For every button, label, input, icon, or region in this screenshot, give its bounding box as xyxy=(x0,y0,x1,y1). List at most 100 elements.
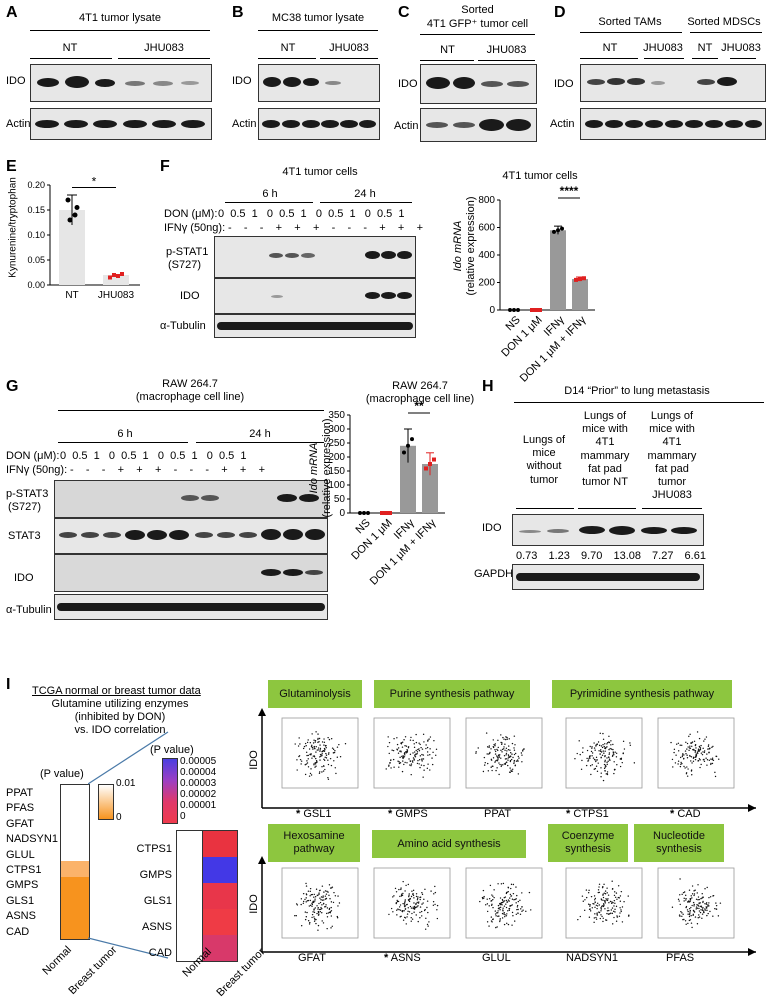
gene-label-nadsyn1: NADSYN1 xyxy=(566,952,618,964)
scatter-point xyxy=(302,902,305,905)
scatter-point xyxy=(621,906,624,908)
scatter-point xyxy=(409,764,411,766)
scatter-point xyxy=(510,895,512,897)
scatter-point xyxy=(685,905,688,908)
scatter-point xyxy=(302,900,305,903)
scatter-point xyxy=(407,907,409,909)
scatter-point xyxy=(695,755,697,757)
scatter-point xyxy=(681,744,683,746)
scatter-point xyxy=(415,906,417,909)
scatter-point xyxy=(506,736,508,739)
scatter-point xyxy=(604,770,606,772)
scatter-point xyxy=(401,770,404,773)
scatter-point xyxy=(321,920,323,922)
scatter-point xyxy=(403,910,405,912)
scatter-point xyxy=(691,926,693,929)
scatter-point xyxy=(312,900,315,903)
scatter-point xyxy=(516,904,519,907)
scatter-point xyxy=(513,735,516,737)
scatter-point xyxy=(481,896,484,899)
panel-f-row-ido: IDO xyxy=(180,290,200,302)
scatter-point xyxy=(495,915,497,917)
scatter-point xyxy=(420,746,422,749)
scatter-point xyxy=(693,903,695,906)
scatter-point xyxy=(620,909,622,911)
scatter-point xyxy=(327,736,329,739)
scatter-point xyxy=(714,771,716,774)
scatter-point xyxy=(528,891,531,894)
scatter-point xyxy=(327,912,329,914)
scatter-point xyxy=(423,764,425,767)
scatter-point xyxy=(499,919,501,921)
scatter-point xyxy=(605,919,608,921)
scatter-point xyxy=(315,918,317,921)
star-gmps: * xyxy=(388,808,393,820)
blot-a-ido xyxy=(30,64,212,102)
scatter-point xyxy=(607,760,609,762)
scatter-point xyxy=(304,773,307,776)
scatter-point xyxy=(317,738,319,741)
scatter-point xyxy=(479,900,481,903)
scatter-point xyxy=(319,910,321,913)
scale-r-0: 0.00005 xyxy=(180,756,217,767)
scatter-point xyxy=(392,896,394,898)
scatter-point xyxy=(606,912,608,915)
scatter-point xyxy=(596,913,598,915)
scatter-point xyxy=(504,763,507,765)
scatter-point xyxy=(491,903,493,905)
scatter-point xyxy=(579,753,581,756)
scatter-point xyxy=(505,738,507,741)
scatter-point xyxy=(398,761,400,763)
scatter-point xyxy=(311,903,314,906)
scatter-point xyxy=(322,903,325,905)
scatter-point xyxy=(317,747,320,749)
scatter-point xyxy=(511,768,514,771)
scatter-point xyxy=(695,898,698,901)
scatter-point xyxy=(589,757,591,759)
blot-f-tubulin xyxy=(214,314,416,338)
scatter-point xyxy=(488,898,491,900)
scatter-point xyxy=(336,746,339,748)
scatter-point xyxy=(705,757,707,759)
scatter-point xyxy=(610,912,612,914)
scatter-point xyxy=(408,895,410,898)
scatter-point xyxy=(324,749,326,751)
scatter-point xyxy=(305,751,308,754)
scatter-point xyxy=(404,899,406,901)
blot-h-ido xyxy=(512,514,704,546)
scatter-point xyxy=(421,753,423,756)
scatter-point xyxy=(412,761,414,763)
panel-g-don-values: 0 0.5 1 0 0.5 1 0 0.5 1 0 0.5 1 xyxy=(60,450,247,462)
rgene-cad: CAD xyxy=(148,947,172,959)
scatter-point xyxy=(620,890,623,893)
scatter-point xyxy=(397,908,399,910)
gene-label-gmps-text: GMPS xyxy=(395,808,428,820)
scatter-point xyxy=(413,759,415,761)
scatter-point xyxy=(419,917,421,919)
scatter-point xyxy=(322,770,325,772)
scatter-point xyxy=(497,739,499,742)
scatter-point xyxy=(294,915,296,917)
scatter-point xyxy=(595,765,598,767)
scatter-point xyxy=(623,901,625,903)
scatter-point xyxy=(416,906,418,908)
scatter-point xyxy=(687,910,689,913)
rgene-gls1: GLS1 xyxy=(143,895,172,907)
scatter-point xyxy=(500,902,502,905)
scatter-point xyxy=(487,762,489,765)
scatter-point xyxy=(484,761,486,764)
scatter-point xyxy=(508,745,510,747)
scatter-point xyxy=(422,733,425,736)
scatter-point xyxy=(321,908,323,910)
scatter-point xyxy=(310,768,312,770)
scatter-point xyxy=(698,914,700,916)
scatter-point xyxy=(599,732,601,735)
scatter-point xyxy=(594,901,596,904)
chart-g-tick-label: 350 xyxy=(328,410,345,421)
scale-r-5: 0 xyxy=(180,811,186,822)
scatter-point xyxy=(680,761,682,764)
panel-b-row-actin: Actin xyxy=(232,118,257,130)
scatter-point xyxy=(406,916,408,918)
scatter-point xyxy=(413,907,415,910)
scatter-point xyxy=(602,920,604,923)
